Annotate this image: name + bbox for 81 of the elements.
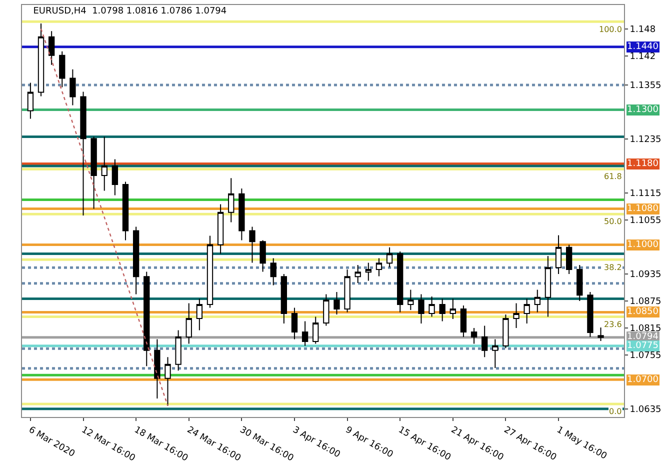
candlestick xyxy=(38,22,44,97)
candlestick xyxy=(80,91,86,216)
candlestick xyxy=(555,234,562,274)
candlestick xyxy=(154,338,160,400)
annotation: 23.6 xyxy=(604,320,622,329)
annotation: 38.2 xyxy=(604,263,622,272)
candlestick xyxy=(132,226,140,295)
candlestick xyxy=(334,291,340,315)
candlestick xyxy=(196,298,203,331)
candlestick xyxy=(302,320,308,346)
annotation: 50.0 xyxy=(604,217,622,226)
candlestick xyxy=(598,326,604,342)
candlestick xyxy=(206,235,214,308)
candlestick xyxy=(365,262,372,282)
annotation: 61.8 xyxy=(604,172,622,181)
y-tick-label: 1.1055 xyxy=(630,216,662,226)
ref-line-label: 1.1000 xyxy=(627,240,659,250)
candlestick xyxy=(122,181,129,241)
candlestick xyxy=(59,50,66,88)
candlestick xyxy=(439,298,446,322)
ref-line-label: 1.1300 xyxy=(627,105,659,115)
candlestick xyxy=(408,289,414,310)
candlestick xyxy=(502,314,509,349)
candlestick xyxy=(249,226,256,264)
candlestick xyxy=(492,338,498,368)
candlestick xyxy=(270,258,276,286)
ref-line-label: 1.1180 xyxy=(627,159,659,169)
candlestick xyxy=(397,250,404,313)
candlestick xyxy=(27,82,34,120)
candlestick xyxy=(90,136,97,210)
candlestick xyxy=(280,273,288,324)
candlestick xyxy=(238,188,245,241)
candlestick xyxy=(566,244,572,274)
chart-title: EURUSD,H4 1.0798 1.0816 1.0786 1.0794 xyxy=(33,6,227,16)
y-tick-label: 1.148 xyxy=(630,24,656,35)
annotation: 0.0 xyxy=(609,407,622,416)
candlestick xyxy=(450,298,456,320)
ref-line-label: 1.0794 xyxy=(627,332,659,342)
ref-line-label: 1.0850 xyxy=(627,307,659,317)
candlestick xyxy=(112,158,118,196)
ref-line-label: 1.1080 xyxy=(627,204,659,214)
candlestick xyxy=(228,178,234,223)
ref-line-label: 1.0775 xyxy=(627,341,658,351)
y-tick-label: 1.142 xyxy=(630,52,656,62)
candlestick xyxy=(428,296,435,318)
candlestick xyxy=(144,271,150,367)
candlestick xyxy=(576,264,583,302)
candlestick xyxy=(291,307,298,340)
candlestick xyxy=(376,258,382,277)
candlestick xyxy=(534,289,540,313)
candlestick xyxy=(354,264,361,284)
y-tick-label: 1.1355 xyxy=(630,81,662,92)
candlestick xyxy=(48,30,55,66)
candlestick xyxy=(513,302,520,328)
candlestick xyxy=(418,294,424,324)
candlestick xyxy=(344,268,350,313)
candlestick xyxy=(70,68,76,106)
candlestick xyxy=(323,294,330,326)
candlestick xyxy=(587,291,594,338)
candlestick xyxy=(482,325,488,358)
y-tick-label: 1.1235 xyxy=(630,135,662,146)
y-tick-label: 1.0875 xyxy=(630,297,662,308)
candlestick xyxy=(470,327,478,344)
candlestick xyxy=(460,304,467,338)
ref-line-label: 1.1440 xyxy=(627,42,659,52)
candlestick xyxy=(544,255,552,318)
annotation: 100.0 xyxy=(599,25,622,34)
candlestick xyxy=(217,204,224,254)
candlestick xyxy=(164,356,171,406)
candlestick xyxy=(186,302,192,344)
y-tick-label: 1.0935 xyxy=(630,270,662,280)
candlestick xyxy=(386,246,393,268)
y-tick-label: 1.0635 xyxy=(630,405,662,416)
candlestick xyxy=(312,316,319,344)
y-tick-label: 1.0755 xyxy=(630,351,662,362)
candlestick xyxy=(260,240,266,272)
candlestick xyxy=(175,330,182,372)
y-tick-label: 1.1115 xyxy=(630,189,662,200)
candlestick xyxy=(101,136,108,192)
candlestick xyxy=(524,298,530,324)
ref-line-label: 1.0700 xyxy=(627,375,659,385)
